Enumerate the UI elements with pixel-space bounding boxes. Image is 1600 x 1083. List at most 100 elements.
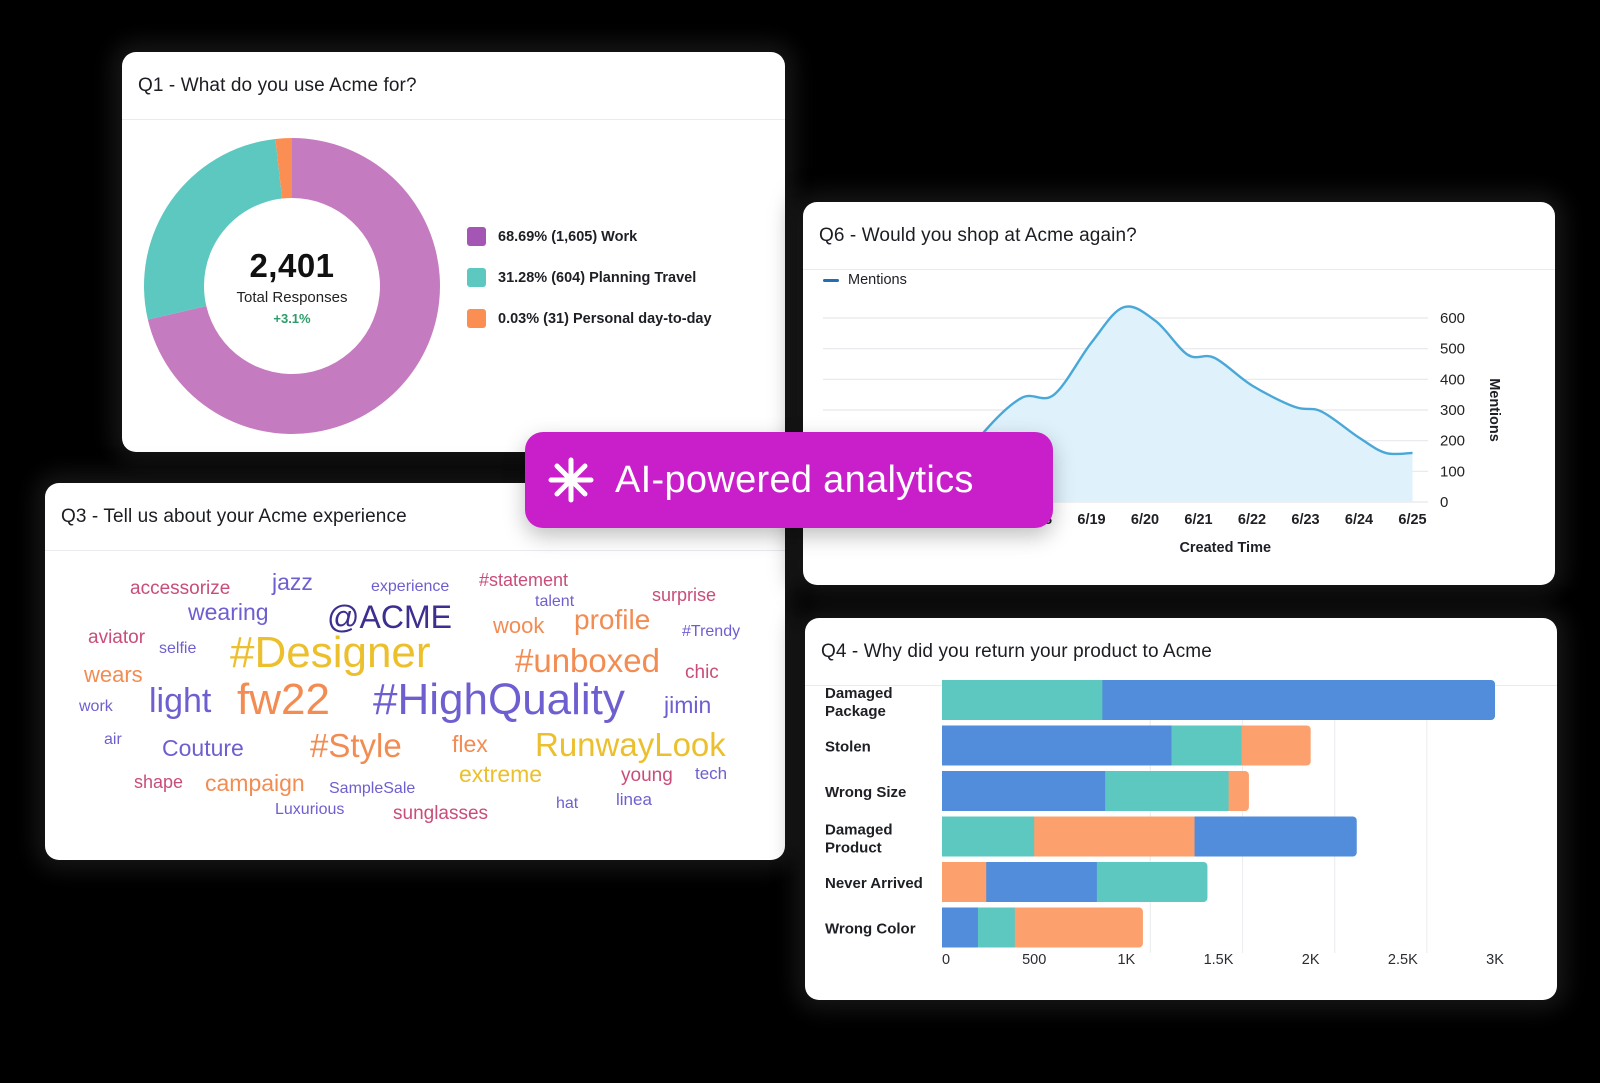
y-tick-label: 100 [1440,463,1465,480]
word-cloud-term[interactable]: campaign [205,770,305,796]
legend-line-icon [823,278,839,282]
donut-slice-work[interactable] [147,138,440,434]
donut-slice-planning-travel[interactable] [144,138,283,320]
word-cloud-term[interactable]: #unboxed [515,642,660,679]
bar-segment[interactable] [942,771,1106,811]
x-tick-label: 6/21 [1184,512,1212,528]
bar-segment[interactable] [1034,816,1196,857]
legend-label: 31.28% (604) Planning Travel [498,269,697,286]
q1-donut-chart[interactable]: 2,401 Total Responses +3.1% [142,136,442,436]
q1-title: Q1 - What do you use Acme for? [122,52,785,120]
y-tick-label: 500 [1440,341,1465,358]
word-cloud-term[interactable]: fw22 [237,675,330,724]
bar-segment[interactable] [986,862,1098,902]
x-tick-label: 2K [1302,952,1320,968]
bar-segment[interactable] [1241,725,1312,766]
bar-row-damaged-product[interactable] [942,816,1358,857]
word-cloud-term[interactable]: RunwayLook [535,726,726,763]
word-cloud-term[interactable]: air [104,731,122,748]
word-cloud-term[interactable]: surprise [652,585,717,605]
word-cloud-term[interactable]: Couture [162,735,244,761]
word-cloud-term[interactable]: extreme [459,761,543,787]
word-cloud-term[interactable]: #Style [310,727,402,764]
bar-segment[interactable] [942,816,1035,857]
bar-category-label: Never Arrived [825,875,923,892]
legend-item-work[interactable]: 68.69% (1,605) Work [467,216,712,257]
x-tick-label: 6/22 [1238,512,1266,528]
word-cloud-term[interactable]: profile [574,604,651,635]
word-cloud-term[interactable]: sunglasses [393,803,489,824]
area-fill [941,306,1413,502]
bar-segment[interactable] [1228,771,1250,811]
y-tick-label: 300 [1440,402,1465,419]
word-cloud-term[interactable]: linea [616,790,652,809]
word-cloud-term[interactable]: #Designer [230,628,431,677]
ai-analytics-badge: AI-powered analytics [525,432,1053,528]
sparkle-asterisk-icon [548,457,594,503]
mentions-area-chart[interactable]: 0100200300400500600Mentions6/186/196/206… [803,202,1555,585]
bar-row-stolen[interactable] [942,725,1312,766]
word-cloud-term[interactable]: wearing [188,599,269,625]
word-cloud-term[interactable]: experience [371,578,450,595]
word-cloud-term[interactable]: #statement [479,570,569,590]
q6-legend[interactable]: Mentions [823,272,907,288]
word-cloud-term[interactable]: wears [84,662,143,687]
bar-segment[interactable] [1105,771,1230,811]
word-cloud-term[interactable]: SampleSale [329,780,416,797]
mentions-line[interactable] [940,305,1413,491]
word-cloud-term[interactable]: accessorize [130,578,231,599]
bar-segment[interactable] [942,862,987,902]
word-cloud-term[interactable]: jimin [664,692,712,718]
word-cloud-term[interactable]: @ACME [327,599,452,635]
x-tick-label: 6/19 [1077,512,1105,528]
word-cloud-term[interactable]: talent [535,593,575,610]
legend-label-mentions: Mentions [848,272,907,288]
bar-segment[interactable] [942,907,979,948]
bar-row-wrong-size[interactable] [942,771,1249,811]
bar-segment[interactable] [977,907,1016,948]
word-cloud-term[interactable]: #HighQuality [373,675,625,724]
bar-segment[interactable] [1096,862,1208,902]
legend-item-planning-travel[interactable]: 31.28% (604) Planning Travel [467,257,712,298]
bar-category-label: Damaged [825,685,893,702]
bar-segment[interactable] [1194,816,1358,857]
y-tick-label: 200 [1440,433,1465,450]
bar-category-label: Package [825,703,886,720]
word-cloud-term[interactable]: selfie [159,640,197,657]
x-tick-label: 1.5K [1204,952,1234,968]
word-cloud-term[interactable]: wook [493,613,545,638]
word-cloud-term[interactable]: flex [452,731,488,757]
bar-row-wrong-color[interactable] [942,907,1144,948]
bar-category-label: Wrong Size [825,784,906,801]
y-tick-label: 0 [1440,494,1448,511]
bar-segment[interactable] [1014,907,1144,948]
word-cloud-term[interactable]: work [79,698,113,715]
x-tick-label: 6/23 [1291,512,1319,528]
total-responses-delta: +3.1% [273,310,311,326]
word-cloud-term[interactable]: Luxurious [275,801,345,818]
legend-item-personal[interactable]: 0.03% (31) Personal day-to-day [467,298,712,339]
word-cloud-term[interactable]: shape [134,772,184,792]
word-cloud-term[interactable]: light [149,682,212,720]
word-cloud-term[interactable]: jazz [272,569,313,595]
word-cloud-term[interactable]: chic [685,662,719,683]
q3-title: Q3 - Tell us about your Acme experience [45,483,785,551]
bar-segment[interactable] [942,725,1172,766]
badge-label: AI-powered analytics [615,458,974,501]
word-cloud-term[interactable]: tech [695,764,728,783]
word-cloud-term[interactable]: aviator [88,627,146,648]
bar-segment[interactable] [1102,680,1495,720]
donut-slice-personal-day-to-day[interactable] [275,138,292,199]
bar-category-label: Wrong Color [825,921,916,938]
bar-segment[interactable] [1171,725,1243,766]
bar-row-damaged-package[interactable] [942,680,1496,720]
word-cloud-term[interactable]: #Trendy [682,623,741,640]
word-cloud-term[interactable]: hat [556,795,579,812]
q1-donut-card: Q1 - What do you use Acme for? 2,401 Tot… [122,52,785,452]
word-cloud-term[interactable]: young [621,765,673,786]
x-tick-label: 500 [1022,952,1046,968]
bar-row-never-arrived[interactable] [942,862,1208,902]
x-tick-label: 6/20 [1131,512,1159,528]
bar-segment[interactable] [942,680,1103,720]
